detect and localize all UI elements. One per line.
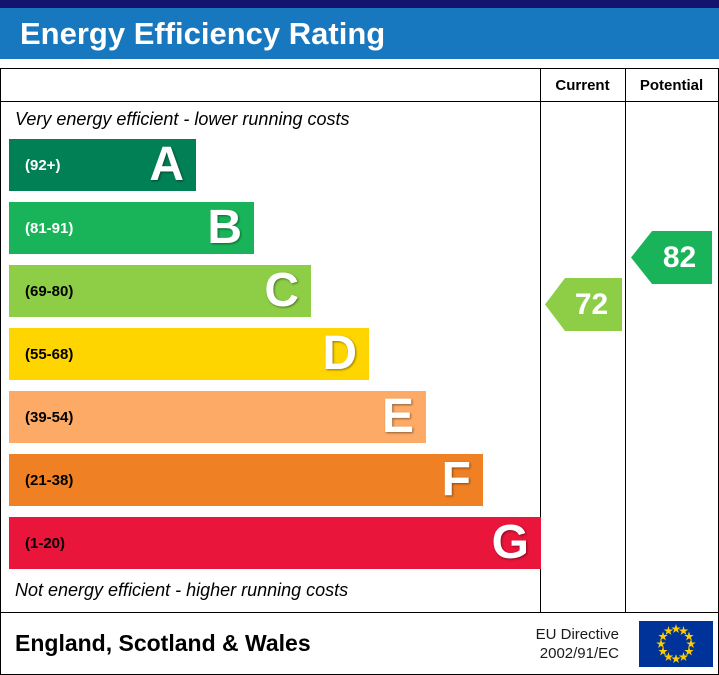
current-column-divider xyxy=(540,69,541,612)
band-range-label: (69-80) xyxy=(25,282,74,300)
rating-band-e: (39-54) E xyxy=(9,391,426,443)
banner-top-border xyxy=(0,0,719,8)
rating-bands: (92+) A (81-91) B (69-80) C (55-68) D (3… xyxy=(9,139,541,580)
bottom-caption: Not energy efficient - higher running co… xyxy=(15,580,349,600)
eu-directive-line2: 2002/91/EC xyxy=(539,644,619,662)
band-letter: A xyxy=(149,138,184,191)
eu-flag-icon xyxy=(639,621,713,667)
column-header-divider xyxy=(1,101,718,102)
top-caption: Very energy efficient - lower running co… xyxy=(15,109,350,129)
rating-band-b: (81-91) B xyxy=(9,202,254,254)
current-column-header: Current xyxy=(555,76,610,94)
chart-header-banner: Energy Efficiency Rating xyxy=(0,8,719,59)
current-rating-value: 72 xyxy=(574,287,609,321)
potential-rating-value: 82 xyxy=(662,240,697,274)
eu-directive-label: EU Directive 2002/91/EC xyxy=(536,613,619,674)
rating-chart: Current Potential Very energy efficient … xyxy=(0,68,719,613)
rating-band-a: (92+) A xyxy=(9,139,196,191)
page-title: Energy Efficiency Rating xyxy=(20,15,386,51)
band-range-label: (1-20) xyxy=(25,534,66,552)
band-letter: F xyxy=(441,453,471,506)
rating-band-f: (21-38) F xyxy=(9,454,483,506)
potential-column-divider xyxy=(625,69,626,612)
band-range-label: (21-38) xyxy=(25,471,74,489)
rating-band-c: (69-80) C xyxy=(9,265,311,317)
region-label: England, Scotland & Wales xyxy=(15,630,311,656)
band-range-label: (55-68) xyxy=(25,345,74,363)
eu-directive-line1: EU Directive xyxy=(535,625,619,643)
band-range-label: (39-54) xyxy=(25,408,74,426)
current-rating-arrow: 72 xyxy=(545,278,622,331)
potential-rating-arrow: 82 xyxy=(631,231,712,284)
band-letter: E xyxy=(381,390,414,443)
band-letter: C xyxy=(264,264,299,317)
rating-band-g: (1-20) G xyxy=(9,517,541,569)
band-letter: B xyxy=(207,201,242,254)
band-range-label: (81-91) xyxy=(25,219,74,237)
band-letter: D xyxy=(322,327,357,380)
band-letter: G xyxy=(491,516,529,569)
band-range-label: (92+) xyxy=(25,156,61,174)
potential-column-header: Potential xyxy=(639,76,704,94)
rating-band-d: (55-68) D xyxy=(9,328,369,380)
chart-footer: England, Scotland & Wales EU Directive 2… xyxy=(0,612,719,675)
